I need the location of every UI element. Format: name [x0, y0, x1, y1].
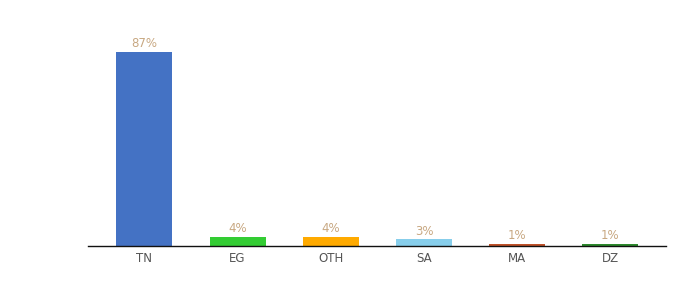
Text: 1%: 1%	[601, 229, 619, 242]
Bar	[209, 237, 265, 246]
Text: 87%: 87%	[131, 38, 157, 50]
Bar	[116, 52, 172, 246]
Bar	[583, 244, 639, 246]
Bar	[303, 237, 359, 246]
Bar	[396, 239, 452, 246]
Text: 4%: 4%	[228, 222, 247, 235]
Bar	[490, 244, 545, 246]
Text: 1%: 1%	[508, 229, 526, 242]
Text: 3%: 3%	[415, 224, 433, 238]
Text: 4%: 4%	[322, 222, 340, 235]
